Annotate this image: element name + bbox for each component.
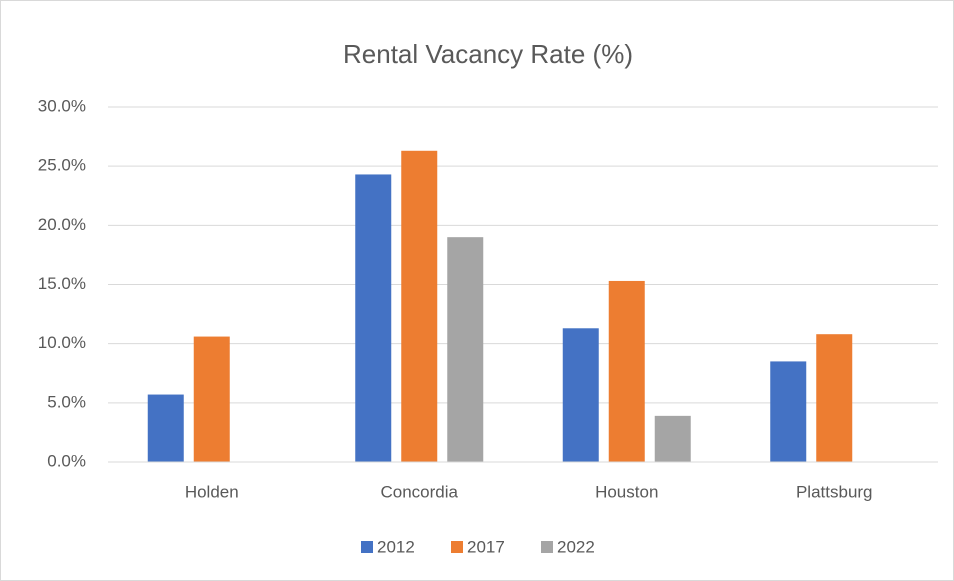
bar: [654, 415, 691, 462]
y-tick-label: 15.0%: [38, 274, 86, 293]
bar: [355, 174, 392, 462]
y-tick-label: 30.0%: [38, 96, 86, 115]
y-tick-label: 25.0%: [38, 156, 86, 175]
y-tick-label: 5.0%: [47, 392, 86, 411]
legend-swatch: [361, 541, 373, 553]
bar: [193, 336, 230, 462]
bar: [562, 328, 599, 462]
y-tick-label: 10.0%: [38, 333, 86, 352]
x-tick-label: Concordia: [381, 482, 459, 501]
bar: [447, 237, 484, 462]
bar: [401, 150, 438, 463]
legend-swatch: [541, 541, 553, 553]
y-tick-label: 20.0%: [38, 215, 86, 234]
legend-label: 2012: [377, 537, 415, 556]
chart-title: Rental Vacancy Rate (%): [343, 39, 633, 69]
legend-label: 2017: [467, 537, 505, 556]
bar: [608, 280, 645, 462]
legend-label: 2022: [557, 537, 595, 556]
bar: [816, 334, 853, 462]
bar: [770, 361, 807, 462]
bar: [147, 394, 184, 462]
x-tick-label: Holden: [185, 482, 239, 501]
y-tick-label: 0.0%: [47, 451, 86, 470]
x-tick-label: Plattsburg: [796, 482, 873, 501]
legend-swatch: [451, 541, 463, 553]
x-tick-label: Houston: [595, 482, 658, 501]
